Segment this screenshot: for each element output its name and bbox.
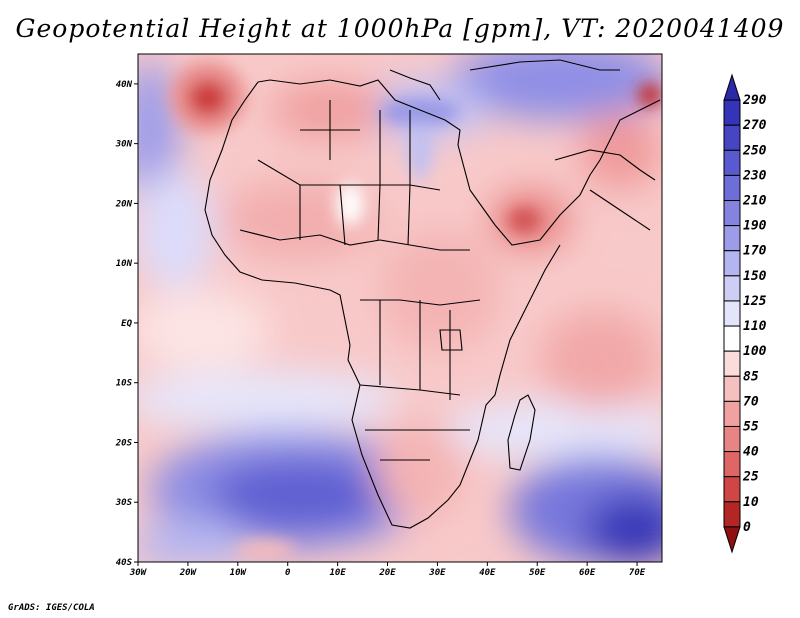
colorbar-label: 25 [742, 470, 759, 485]
colorbar-label: 0 [743, 520, 751, 535]
colorbar-swatch [723, 200, 741, 227]
lon-tick-label: 10W [230, 568, 248, 578]
colorbar: 2902702502302101901701501251101008570554… [723, 73, 767, 554]
colorbar-swatch [723, 526, 741, 554]
lon-tick-label: 10E [329, 568, 346, 578]
colorbar-swatch [723, 325, 741, 352]
colorbar-label: 85 [743, 369, 759, 384]
colorbar-swatch [723, 400, 741, 427]
colorbar-label: 55 [743, 419, 759, 434]
lat-tick-label: 20S [115, 438, 133, 448]
colorbar-swatch [723, 350, 741, 377]
colorbar-label: 10 [743, 495, 759, 510]
colorbar-swatch [723, 501, 741, 528]
lon-tick-label: 40E [479, 568, 496, 578]
lon-tick-label: 30W [129, 568, 148, 578]
lon-tick-label: 20W [179, 568, 198, 578]
colorbar-swatch [723, 124, 741, 151]
lat-tick-label: EQ [121, 319, 132, 329]
colorbar-swatch [723, 425, 741, 453]
colorbar-label: 150 [743, 269, 767, 284]
colorbar-swatch [723, 174, 741, 202]
colorbar-label: 125 [743, 294, 767, 309]
lat-tick-label: 40S [116, 558, 133, 568]
lon-tick-label: 60E [579, 568, 596, 578]
lat-tick-label: 40N [116, 80, 133, 90]
colorbar-label: 100 [743, 344, 767, 359]
coastlines [204, 59, 661, 529]
colorbar-label: 210 [742, 194, 767, 209]
colorbar-swatch [723, 225, 741, 252]
colorbar-swatch [723, 99, 741, 126]
colorbar-label: 250 [742, 143, 767, 158]
colorbar-label: 70 [743, 394, 759, 409]
colorbar-swatch [723, 476, 741, 503]
colorbar-swatch [723, 149, 741, 176]
map-title: Geopotential Height at 1000hPa [gpm], VT… [15, 14, 785, 43]
colorbar-label: 290 [742, 93, 767, 108]
colorbar-label: 170 [743, 244, 767, 259]
colorbar-swatch [723, 275, 741, 302]
colorbar-swatch [723, 375, 741, 402]
lat-tick-label: 30S [115, 498, 133, 508]
colorbar-label: 230 [742, 168, 767, 183]
footer-credit: GrADS: IGES/COLA [8, 603, 95, 613]
lon-tick-label: 20E [378, 568, 396, 578]
colorbar-label: 190 [743, 219, 767, 234]
map-frame [137, 53, 663, 563]
lat-tick-label: 20N [115, 199, 133, 209]
colorbar-swatch [723, 250, 741, 277]
map-axes: 30W 20W 10W 0 10E 20E 30E 40E 50E 60E 70E 40N 30N 20N… [115, 80, 646, 578]
lat-tick-label: 10N [116, 259, 133, 269]
lat-tick-label: 30N [115, 140, 133, 150]
colorbar-swatch [723, 300, 741, 327]
lat-tick-label: 10S [116, 379, 133, 389]
colorbar-swatch [723, 451, 741, 478]
lon-tick-label: 0 [285, 568, 291, 578]
colorbar-label: 110 [743, 319, 767, 334]
height-field [138, 54, 662, 562]
colorbar-label: 270 [742, 118, 767, 133]
colorbar-label: 40 [743, 445, 759, 460]
lon-tick-label: 30E [428, 568, 446, 578]
colorbar-swatch [723, 73, 741, 101]
lon-tick-label: 70E [629, 568, 646, 578]
lon-tick-label: 50E [529, 568, 546, 578]
